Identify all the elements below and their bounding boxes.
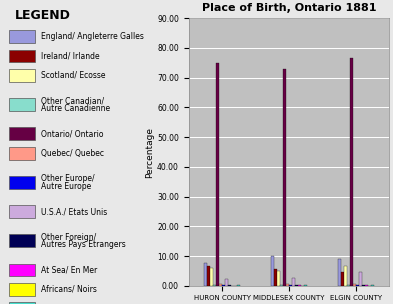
Bar	[207, 266, 210, 286]
Text: England/ Angleterre Galles: England/ Angleterre Galles	[40, 32, 143, 41]
Bar	[286, 284, 289, 286]
Text: At Sea/ En Mer: At Sea/ En Mer	[40, 265, 97, 275]
Bar	[298, 285, 301, 286]
FancyBboxPatch shape	[9, 69, 35, 82]
Text: Ireland/ Irlande: Ireland/ Irlande	[40, 51, 99, 60]
Text: Other Foreign/: Other Foreign/	[40, 233, 96, 242]
Text: Ontario/ Ontario: Ontario/ Ontario	[40, 129, 103, 138]
Bar	[204, 264, 207, 286]
FancyBboxPatch shape	[0, 0, 185, 304]
Text: Other Europe/: Other Europe/	[40, 174, 94, 183]
Bar	[222, 285, 225, 286]
Bar	[274, 269, 277, 286]
Text: Other Canadian/: Other Canadian/	[40, 96, 104, 105]
Bar	[216, 63, 219, 286]
Bar	[292, 278, 295, 286]
Bar	[344, 266, 347, 286]
Bar	[219, 284, 222, 286]
FancyBboxPatch shape	[9, 176, 35, 189]
Bar	[362, 285, 365, 286]
FancyBboxPatch shape	[9, 302, 35, 304]
Text: Autres Pays Etrangers: Autres Pays Etrangers	[40, 240, 125, 249]
FancyBboxPatch shape	[9, 283, 35, 296]
Text: Autre Canadienne: Autre Canadienne	[40, 104, 110, 113]
Bar	[280, 285, 283, 286]
Text: Autre Europe: Autre Europe	[40, 181, 91, 191]
FancyBboxPatch shape	[9, 147, 35, 160]
Bar	[283, 69, 286, 286]
Text: U.S.A./ Etats Unis: U.S.A./ Etats Unis	[40, 207, 107, 216]
FancyBboxPatch shape	[9, 127, 35, 140]
FancyBboxPatch shape	[9, 205, 35, 218]
Bar	[225, 279, 228, 286]
Bar	[213, 285, 216, 286]
FancyBboxPatch shape	[9, 50, 35, 62]
Y-axis label: Percentage: Percentage	[145, 126, 154, 178]
Bar	[338, 259, 340, 286]
Bar	[210, 268, 213, 286]
Title: Place of Birth, Ontario 1881: Place of Birth, Ontario 1881	[202, 3, 376, 13]
Bar	[341, 272, 343, 286]
Bar	[271, 256, 274, 286]
Bar	[371, 285, 374, 286]
Bar	[359, 272, 362, 286]
Bar	[353, 284, 356, 286]
Bar	[295, 285, 298, 286]
Bar	[289, 285, 292, 286]
Bar	[356, 285, 358, 286]
Text: Africans/ Noirs: Africans/ Noirs	[40, 285, 97, 294]
Bar	[347, 285, 349, 286]
Text: Quebec/ Quebec: Quebec/ Quebec	[40, 149, 104, 158]
FancyBboxPatch shape	[9, 30, 35, 43]
FancyBboxPatch shape	[9, 234, 35, 247]
Text: LEGEND: LEGEND	[15, 9, 71, 22]
FancyBboxPatch shape	[9, 264, 35, 276]
Bar	[277, 271, 280, 286]
Bar	[350, 58, 353, 286]
FancyBboxPatch shape	[9, 98, 35, 111]
Text: Scotland/ Ecosse: Scotland/ Ecosse	[40, 71, 105, 80]
